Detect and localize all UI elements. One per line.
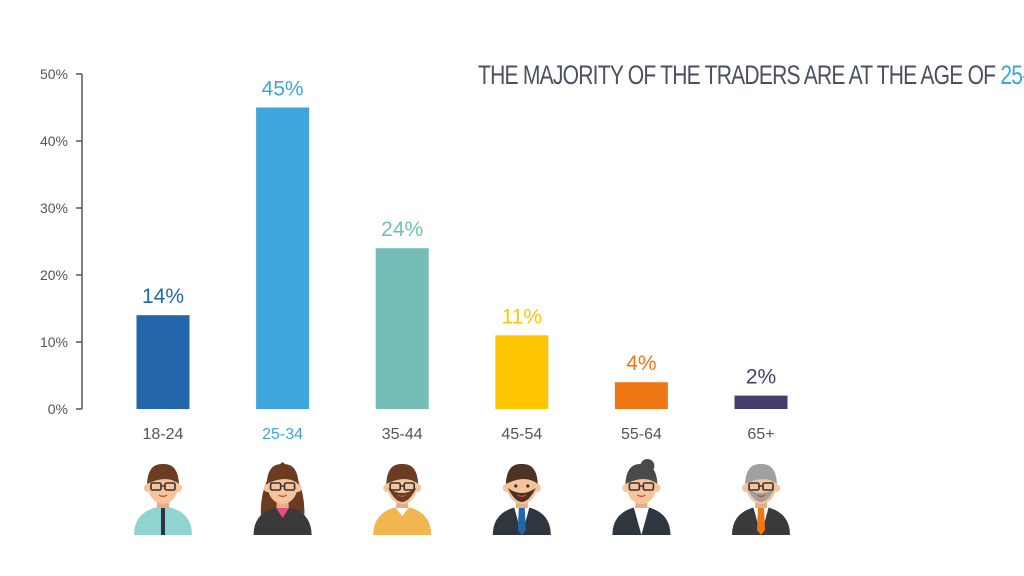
category-label: 25-34 [262, 426, 303, 443]
category-label: 35-44 [382, 426, 423, 443]
woman-long-hair-avatar-icon [253, 462, 312, 535]
y-tick-label: 30% [40, 200, 68, 216]
category-label: 65+ [747, 426, 774, 443]
category-label: 55-64 [621, 426, 662, 443]
category-label: 18-24 [143, 426, 184, 443]
chart-title-text: THE MAJORITY OF THE TRADERS ARE AT THE A… [478, 60, 996, 90]
y-tick-label: 50% [40, 66, 68, 82]
value-label: 2% [746, 366, 776, 389]
bar-55-64 [614, 382, 668, 409]
woman-hair-bun-avatar-icon [612, 459, 671, 535]
bar-18-24 [136, 315, 190, 409]
value-label: 45% [262, 78, 304, 101]
y-tick-label: 40% [40, 133, 68, 149]
y-tick-label: 20% [40, 267, 68, 283]
bar-25-34 [256, 107, 310, 409]
value-label: 11% [502, 305, 542, 328]
category-label: 45-54 [501, 426, 542, 443]
value-label: 14% [142, 285, 184, 308]
y-tick-label: 0% [48, 401, 68, 417]
bar-65+ [734, 395, 788, 409]
bar-35-44 [375, 248, 429, 409]
value-label: 4% [626, 352, 656, 375]
senior-man-avatar-icon [732, 463, 790, 535]
chart-title: THE MAJORITY OF THE TRADERS ARE AT THE A… [478, 60, 1024, 91]
y-tick-label: 10% [40, 334, 68, 350]
businessman-avatar-icon [492, 463, 551, 535]
bar-45-54 [495, 335, 549, 409]
value-label: 24% [381, 218, 423, 241]
young-man-glasses-avatar-icon [134, 463, 192, 535]
bearded-man-avatar-icon [373, 463, 432, 535]
chart-title-highlight: 25-34 [1000, 60, 1024, 90]
